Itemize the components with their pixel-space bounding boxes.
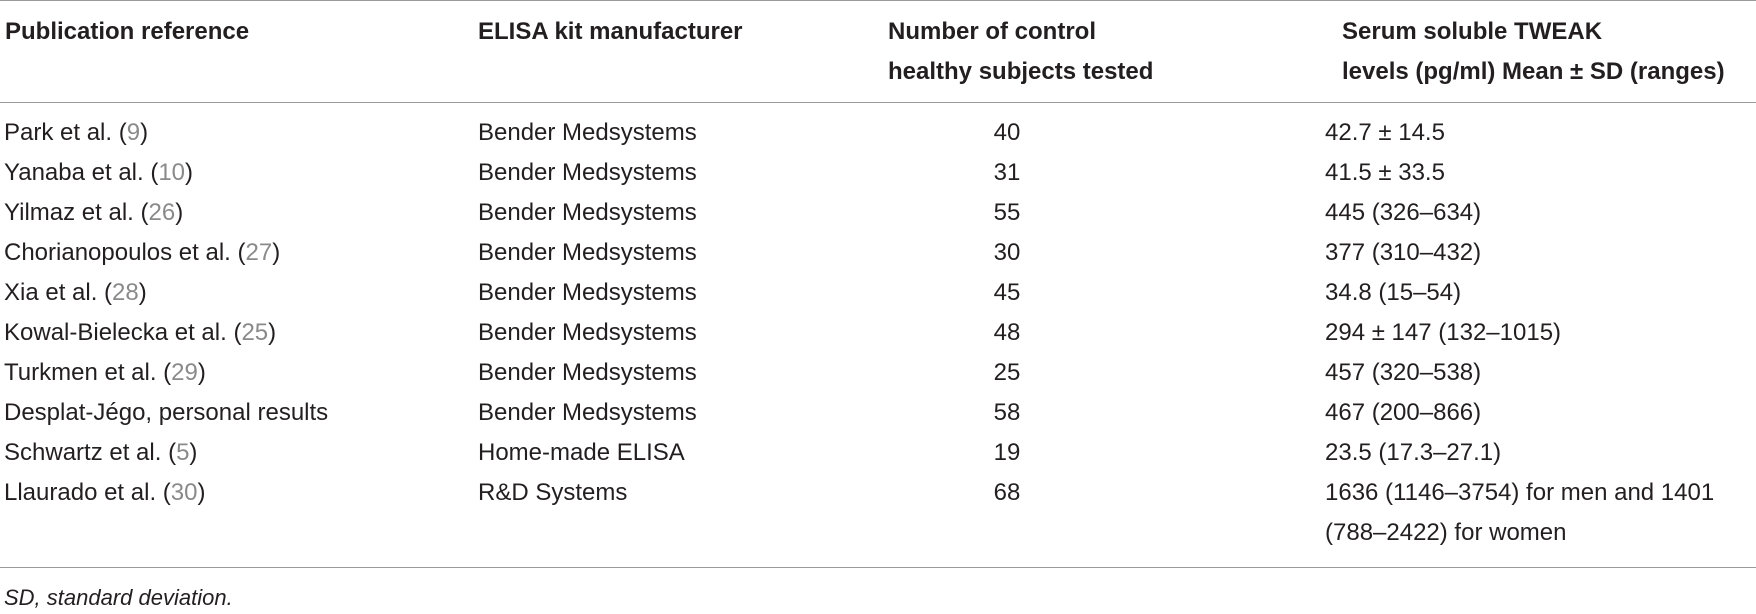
- reference-link[interactable]: 28: [112, 279, 139, 306]
- manufacturer-cell: Bender Medsystems: [478, 199, 697, 226]
- subjects-cell: 19: [993, 439, 1021, 466]
- header-levels: Serum soluble TWEAK levels (pg/ml) Mean …: [1342, 12, 1725, 92]
- subjects-cell: 55: [993, 199, 1021, 226]
- reference-link[interactable]: 27: [245, 239, 273, 266]
- table-footnote: SD, standard deviation.: [4, 585, 233, 610]
- levels-cell: 457 (320–538): [1325, 359, 1482, 386]
- author-text: Park et al. (: [4, 119, 127, 146]
- reference-link[interactable]: 9: [126, 119, 141, 146]
- manufacturer-cell: Bender Medsystems: [478, 279, 697, 306]
- manufacturer-cell: Bender Medsystems: [478, 239, 697, 266]
- table-row: Llaurado et al. (30) R&D Systems 68 1636…: [0, 473, 1756, 553]
- header-levels-line1: Serum soluble TWEAK: [1342, 18, 1603, 45]
- manufacturer-cell: Bender Medsystems: [478, 159, 697, 186]
- manufacturer-cell: Bender Medsystems: [478, 359, 697, 386]
- table-row: Schwartz et al. (5) Home-made ELISA 19 2…: [0, 433, 1756, 473]
- author-close: ): [197, 479, 206, 506]
- header-levels-line2: levels (pg/ml) Mean ± SD (ranges): [1342, 58, 1725, 85]
- table-row: Turkmen et al. (29) Bender Medsystems 25…: [0, 353, 1756, 393]
- author-close: ): [268, 319, 277, 346]
- publication-cell: Kowal-Bielecka et al. (25): [4, 313, 276, 353]
- publication-cell: Turkmen et al. (29): [4, 353, 206, 393]
- subjects-cell: 48: [993, 319, 1021, 346]
- table-row: Xia et al. (28) Bender Medsystems 45 34.…: [0, 273, 1756, 313]
- levels-cell: 23.5 (17.3–27.1): [1325, 439, 1502, 466]
- author-text: Chorianopoulos et al. (: [4, 239, 246, 266]
- author-close: ): [185, 159, 194, 186]
- table-top-rule: [0, 0, 1756, 1]
- table-row: Yanaba et al. (10) Bender Medsystems 31 …: [0, 153, 1756, 193]
- levels-cell: 377 (310–432): [1325, 239, 1482, 266]
- author-text: Desplat-Jégo, personal results: [4, 399, 329, 426]
- levels-cell: 42.7 ± 14.5: [1325, 119, 1445, 146]
- reference-link[interactable]: 26: [148, 199, 176, 226]
- manufacturer-cell: Bender Medsystems: [478, 399, 697, 426]
- author-close: ): [175, 199, 184, 226]
- subjects-cell: 45: [993, 279, 1021, 306]
- header-subjects: Number of control healthy subjects teste…: [888, 12, 1153, 92]
- reference-link[interactable]: 30: [170, 479, 198, 506]
- levels-cell: 1636 (1146–3754) for men and 1401 (788–2…: [1325, 479, 1715, 546]
- publication-cell: Desplat-Jégo, personal results: [4, 393, 328, 433]
- author-text: Kowal-Bielecka et al. (: [4, 319, 242, 346]
- author-text: Xia et al. (: [4, 279, 113, 306]
- publication-cell: Park et al. (9): [4, 113, 148, 153]
- header-subjects-line1: Number of control: [888, 18, 1096, 45]
- author-text: Turkmen et al. (: [4, 359, 172, 386]
- subjects-cell: 40: [993, 119, 1021, 146]
- table-row: Yilmaz et al. (26) Bender Medsystems 55 …: [0, 193, 1756, 233]
- reference-link[interactable]: 29: [171, 359, 198, 386]
- subjects-cell: 30: [993, 239, 1021, 266]
- table-row: Park et al. (9) Bender Medsystems 40 42.…: [0, 113, 1756, 153]
- header-publication: Publication reference: [5, 18, 250, 45]
- levels-cell: 445 (326–634): [1325, 199, 1482, 226]
- header-divider-rule: [0, 102, 1756, 103]
- publication-cell: Xia et al. (28): [4, 273, 147, 313]
- table-row: Chorianopoulos et al. (27) Bender Medsys…: [0, 233, 1756, 273]
- manufacturer-cell: R&D Systems: [478, 479, 628, 506]
- header-subjects-line2: healthy subjects tested: [888, 58, 1154, 85]
- reference-link[interactable]: 5: [176, 439, 190, 466]
- publication-cell: Llaurado et al. (30): [4, 473, 205, 513]
- subjects-cell: 31: [993, 159, 1021, 186]
- table-row: Kowal-Bielecka et al. (25) Bender Medsys…: [0, 313, 1756, 353]
- author-text: Yanaba et al. (: [4, 159, 159, 186]
- publication-cell: Yanaba et al. (10): [4, 153, 193, 193]
- subjects-cell: 68: [993, 479, 1021, 506]
- subjects-cell: 25: [993, 359, 1021, 386]
- author-text: Llaurado et al. (: [4, 479, 171, 506]
- reference-link[interactable]: 25: [241, 319, 269, 346]
- author-close: ): [138, 279, 147, 306]
- manufacturer-cell: Bender Medsystems: [478, 319, 697, 346]
- levels-cell: 41.5 ± 33.5: [1325, 159, 1445, 186]
- author-close: ): [189, 439, 198, 466]
- table-body: Park et al. (9) Bender Medsystems 40 42.…: [0, 113, 1756, 553]
- reference-link[interactable]: 10: [158, 159, 186, 186]
- author-close: ): [197, 359, 206, 386]
- subjects-cell: 58: [993, 399, 1021, 426]
- table-bottom-rule: [0, 567, 1756, 568]
- levels-cell: 294 ± 147 (132–1015): [1325, 319, 1562, 346]
- publication-cell: Schwartz et al. (5): [4, 433, 197, 473]
- levels-cell: 467 (200–866): [1325, 399, 1482, 426]
- manufacturer-cell: Bender Medsystems: [478, 119, 697, 146]
- levels-cell: 34.8 (15–54): [1325, 279, 1462, 306]
- manufacturer-cell: Home-made ELISA: [478, 439, 685, 466]
- publication-cell: Chorianopoulos et al. (27): [4, 233, 280, 273]
- author-text: Yilmaz et al. (: [4, 199, 149, 226]
- table-row: Desplat-Jégo, personal results Bender Me…: [0, 393, 1756, 433]
- header-manufacturer: ELISA kit manufacturer: [478, 18, 743, 45]
- author-close: ): [272, 239, 281, 266]
- author-close: ): [140, 119, 149, 146]
- publication-cell: Yilmaz et al. (26): [4, 193, 183, 233]
- author-text: Schwartz et al. (: [4, 439, 177, 466]
